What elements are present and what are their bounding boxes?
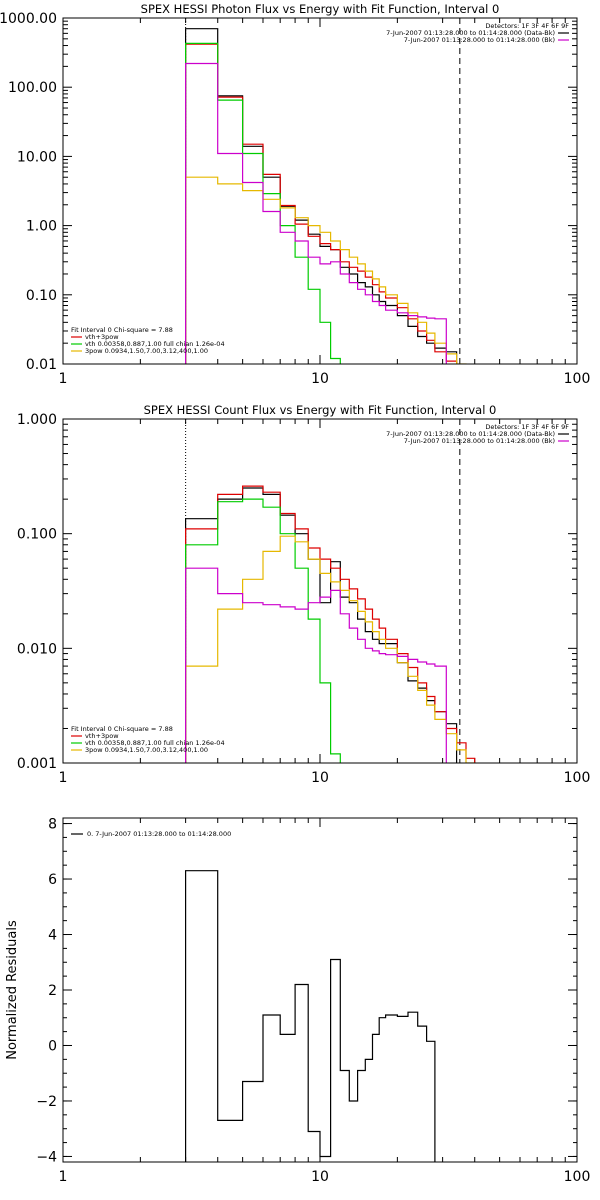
series-vth [185,498,341,763]
y-tick-label: 100.00 [8,80,57,96]
x-tick-label: 1 [59,770,68,786]
legend-top-header: Detectors: 1F 3F 4F 6F 9F [485,423,569,431]
x-tick-label: 10 [311,770,329,786]
y-tick-label: 0.01 [26,357,57,373]
legend-text: 0. 7-Jun-2007 01:13:28.000 to 01:14:28.0… [87,830,231,838]
x-tick-label: 1 [59,371,68,387]
y-tick-label: 2 [48,983,57,999]
legend-bottom-text: vth+3pow [85,732,119,740]
legend-top-text: 7-Jun-2007 01:13:28.000 to 01:14:28.000 … [404,36,555,44]
legend-bottom-text: vth 0.00358,0.887,1.00 full chian 1.26e-… [85,739,225,747]
series-bk [185,567,447,763]
chart-panel-3: Normalized Residuals 1 10 100 −4 −2 0 2 4 6 8 0. 7-… [5,817,591,1185]
y-tick-label: 1000.00 [0,11,57,27]
series-residuals [185,870,436,1162]
y-tick-label: 1.000 [17,412,57,428]
series-pow [185,176,467,364]
chart-panel-2: SPEX HESSI Count Flux vs Energy with Fit… [17,403,591,786]
legend-bottom-text: vth 0.00358,0.887,1.00 full chian 1.26e-… [85,340,225,348]
series-bk [185,62,447,364]
y-axis-label: Normalized Residuals [5,920,20,1060]
chart-panel-1: SPEX HESSI Photon Flux vs Energy with Fi… [0,2,591,387]
y-tick-label: 0.10 [26,288,57,304]
legend-bottom-text: 3pow 0.0934,1.50,7.00,3.12,400,1.00 [85,746,208,754]
y-tick-label: 0 [48,1038,57,1054]
chart-title: SPEX HESSI Photon Flux vs Energy with Fi… [141,2,500,16]
plot-frame [62,817,578,1163]
legend-top-text: 7-Jun-2007 01:13:28.000 to 01:14:28.000 … [386,29,555,37]
y-tick-label: 0.100 [17,527,57,543]
y-tick-label: −4 [36,1149,57,1165]
y-tick-label: 0.001 [17,756,57,772]
series-data [185,28,458,364]
series-total [185,43,458,364]
legend-top-text: 7-Jun-2007 01:13:28.000 to 01:14:28.000 … [404,437,555,445]
y-tick-label: −2 [36,1094,57,1110]
y-tick-label: 4 [48,928,57,944]
x-tick-label: 1 [59,1169,68,1185]
legend-bottom-header: Fit Interval 0 Chi-square = 7.88 [71,326,173,334]
legend-bottom-text: 3pow 0.0934,1.50,7.00,3.12,400,1.00 [85,347,208,355]
x-tick-label: 10 [311,371,329,387]
x-tick-label: 100 [564,371,591,387]
series-pow [185,535,476,763]
y-tick-label: 1.00 [26,219,57,235]
plot-frame [62,17,578,365]
x-tick-label: 100 [564,1169,591,1185]
y-tick-label: 0.010 [17,641,57,657]
y-tick-label: 6 [48,872,57,888]
legend-top-header: Detectors: 1F 3F 4F 6F 9F [485,22,569,30]
y-tick-label: 8 [48,817,57,833]
series-total [185,485,476,763]
legend-bottom-header: Fit Interval 0 Chi-square = 7.88 [71,725,173,733]
legend-bottom-text: vth+3pow [85,333,119,341]
legend-top-text: 7-Jun-2007 01:13:28.000 to 01:14:28.000 … [386,430,555,438]
y-tick-label: 10.00 [17,149,57,165]
chart-title: SPEX HESSI Count Flux vs Energy with Fit… [144,403,497,417]
x-tick-label: 10 [311,1169,329,1185]
x-tick-label: 100 [564,770,591,786]
plot-frame [62,418,578,764]
